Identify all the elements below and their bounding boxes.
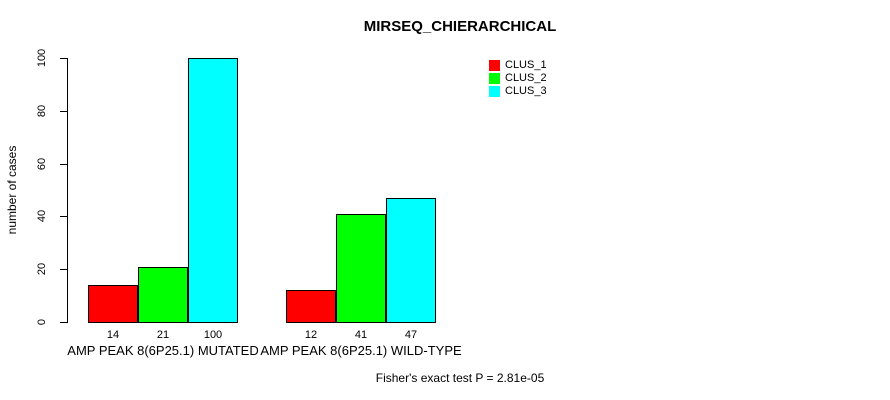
bar-clus_2-group2 [336, 214, 386, 323]
y-tick-label: 20 [36, 262, 48, 276]
y-tick-label: 40 [36, 209, 48, 223]
y-tick-mark [60, 164, 67, 165]
y-axis-label: number of cases [5, 145, 19, 235]
bar-value-label: 21 [156, 329, 170, 341]
bar-value-label: 47 [404, 329, 418, 341]
y-tick-mark [60, 216, 67, 217]
y-tick-label: 0 [36, 318, 48, 326]
bar-clus_3-group1 [188, 58, 238, 323]
y-tick-mark [60, 322, 67, 323]
legend-swatch-clus1 [489, 60, 500, 71]
legend-item-clus2: CLUS_2 [489, 72, 547, 85]
bar-clus_1-group1 [88, 285, 138, 323]
bar-clus_3-group2 [386, 198, 436, 323]
bar-clus_1-group2 [286, 290, 336, 323]
y-tick-mark [60, 58, 67, 59]
y-tick-label: 80 [36, 104, 48, 118]
legend-swatch-clus3 [489, 86, 500, 97]
annotation-text: Fisher's exact test P = 2.81e-05 [375, 371, 545, 385]
legend: CLUS_1 CLUS_2 CLUS_3 [489, 59, 547, 98]
bar-value-label: 14 [106, 329, 120, 341]
y-tick-mark [60, 269, 67, 270]
y-tick-label: 60 [36, 157, 48, 171]
y-axis-line [67, 58, 68, 323]
legend-item-clus3: CLUS_3 [489, 85, 547, 98]
x-group-label: AMP PEAK 8(6P25.1) MUTATED [67, 343, 259, 358]
x-group-label: AMP PEAK 8(6P25.1) WILD-TYPE [260, 343, 462, 358]
legend-label-clus1: CLUS_1 [505, 59, 547, 71]
legend-swatch-clus2 [489, 73, 500, 84]
bar-value-label: 41 [354, 329, 368, 341]
legend-item-clus1: CLUS_1 [489, 59, 547, 72]
legend-label-clus2: CLUS_2 [505, 72, 547, 84]
legend-label-clus3: CLUS_3 [505, 85, 547, 97]
bar-value-label: 100 [203, 329, 223, 341]
bar-value-label: 12 [304, 329, 318, 341]
chart-title: MIRSEQ_CHIERARCHICAL [363, 18, 557, 35]
y-tick-mark [60, 111, 67, 112]
y-tick-label: 100 [36, 48, 48, 68]
bar-clus_2-group1 [138, 267, 188, 323]
